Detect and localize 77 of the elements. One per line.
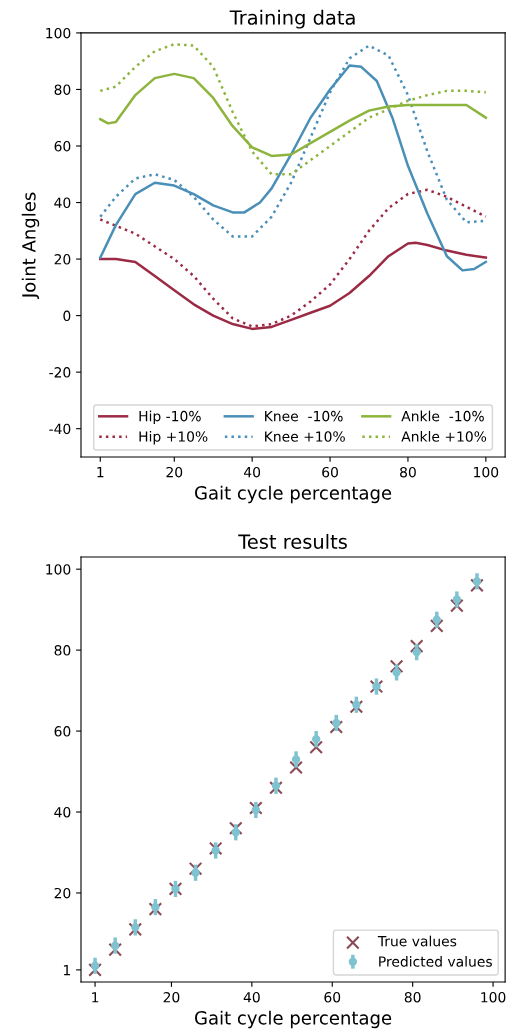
x-tick-label: 100 bbox=[481, 991, 506, 1003]
point bbox=[452, 595, 462, 604]
point bbox=[188, 861, 203, 876]
chart-title: Training data bbox=[229, 9, 355, 29]
point bbox=[332, 718, 341, 728]
point bbox=[148, 902, 163, 917]
x-tick-label: 1 bbox=[92, 992, 99, 1003]
x-tick-label: 20 bbox=[166, 466, 183, 478]
legend-label: Ankle -10% bbox=[401, 410, 484, 422]
x-axis-title: Gait cycle percentage bbox=[195, 485, 392, 504]
point bbox=[110, 941, 120, 950]
point bbox=[389, 659, 404, 674]
x-tick-label: 20 bbox=[163, 991, 180, 1003]
line-series bbox=[99, 188, 488, 328]
point bbox=[151, 902, 160, 912]
line-series bbox=[99, 42, 488, 176]
point bbox=[191, 868, 200, 877]
y-tick-label: 20 bbox=[54, 887, 71, 899]
point bbox=[108, 942, 123, 957]
point bbox=[392, 668, 401, 677]
point bbox=[231, 828, 240, 837]
y-tick-label: 100 bbox=[46, 27, 71, 39]
legend-label: Ankle +10% bbox=[401, 431, 487, 442]
point bbox=[291, 755, 301, 764]
y-tick-label: 60 bbox=[54, 140, 71, 152]
point bbox=[228, 821, 243, 836]
point bbox=[472, 577, 482, 586]
legend-label: Predicted values bbox=[379, 956, 492, 967]
point bbox=[271, 781, 281, 790]
point bbox=[208, 841, 223, 856]
x-tick-label: 80 bbox=[400, 466, 416, 478]
point bbox=[131, 923, 140, 932]
y-tick-label: 20 bbox=[54, 254, 71, 265]
point bbox=[211, 846, 220, 855]
y-tick-label: -20 bbox=[49, 367, 71, 378]
x-tick-label: 60 bbox=[324, 991, 341, 1003]
legend-label: Knee +10% bbox=[265, 431, 345, 442]
point bbox=[432, 615, 441, 624]
x-tick-label: 40 bbox=[243, 991, 260, 1003]
point bbox=[412, 647, 421, 657]
y-tick-label: -40 bbox=[49, 423, 71, 435]
legend-label: Knee -10% bbox=[265, 410, 343, 422]
y-tick-label: 60 bbox=[54, 726, 71, 737]
point bbox=[269, 780, 283, 795]
y-axis-title: Joint Angles bbox=[21, 192, 40, 300]
x-tick-label: 1 bbox=[97, 467, 104, 478]
y-tick-label: 0 bbox=[63, 310, 71, 322]
y-tick-label: 40 bbox=[54, 197, 71, 208]
y-tick-label: 40 bbox=[54, 806, 71, 818]
legend-label: Hip -10% bbox=[139, 410, 201, 425]
point bbox=[309, 740, 324, 755]
y-tick-label: 1 bbox=[63, 965, 70, 976]
point bbox=[450, 598, 464, 613]
y-tick-label: 100 bbox=[46, 564, 71, 575]
chart-title: Test results bbox=[238, 533, 347, 549]
y-tick-label: 80 bbox=[54, 84, 71, 95]
point bbox=[312, 735, 321, 744]
x-axis-title: Gait cycle percentage bbox=[195, 1010, 392, 1029]
point bbox=[289, 760, 303, 775]
point bbox=[409, 639, 424, 653]
legend-label: True values bbox=[377, 935, 457, 947]
point bbox=[128, 922, 143, 937]
point bbox=[429, 618, 444, 633]
x-tick-label: 100 bbox=[474, 466, 499, 478]
point bbox=[88, 963, 102, 977]
point bbox=[249, 801, 263, 815]
point bbox=[349, 699, 364, 714]
point bbox=[352, 700, 361, 709]
x-tick-label: 60 bbox=[322, 466, 338, 478]
x-tick-label: 40 bbox=[244, 466, 261, 478]
point bbox=[470, 578, 484, 593]
point bbox=[251, 805, 261, 815]
x-tick-label: 80 bbox=[404, 991, 421, 1003]
y-tick-label: 80 bbox=[54, 645, 71, 656]
point bbox=[329, 720, 344, 734]
legend-label: Hip +10% bbox=[139, 431, 208, 445]
point bbox=[90, 961, 100, 970]
